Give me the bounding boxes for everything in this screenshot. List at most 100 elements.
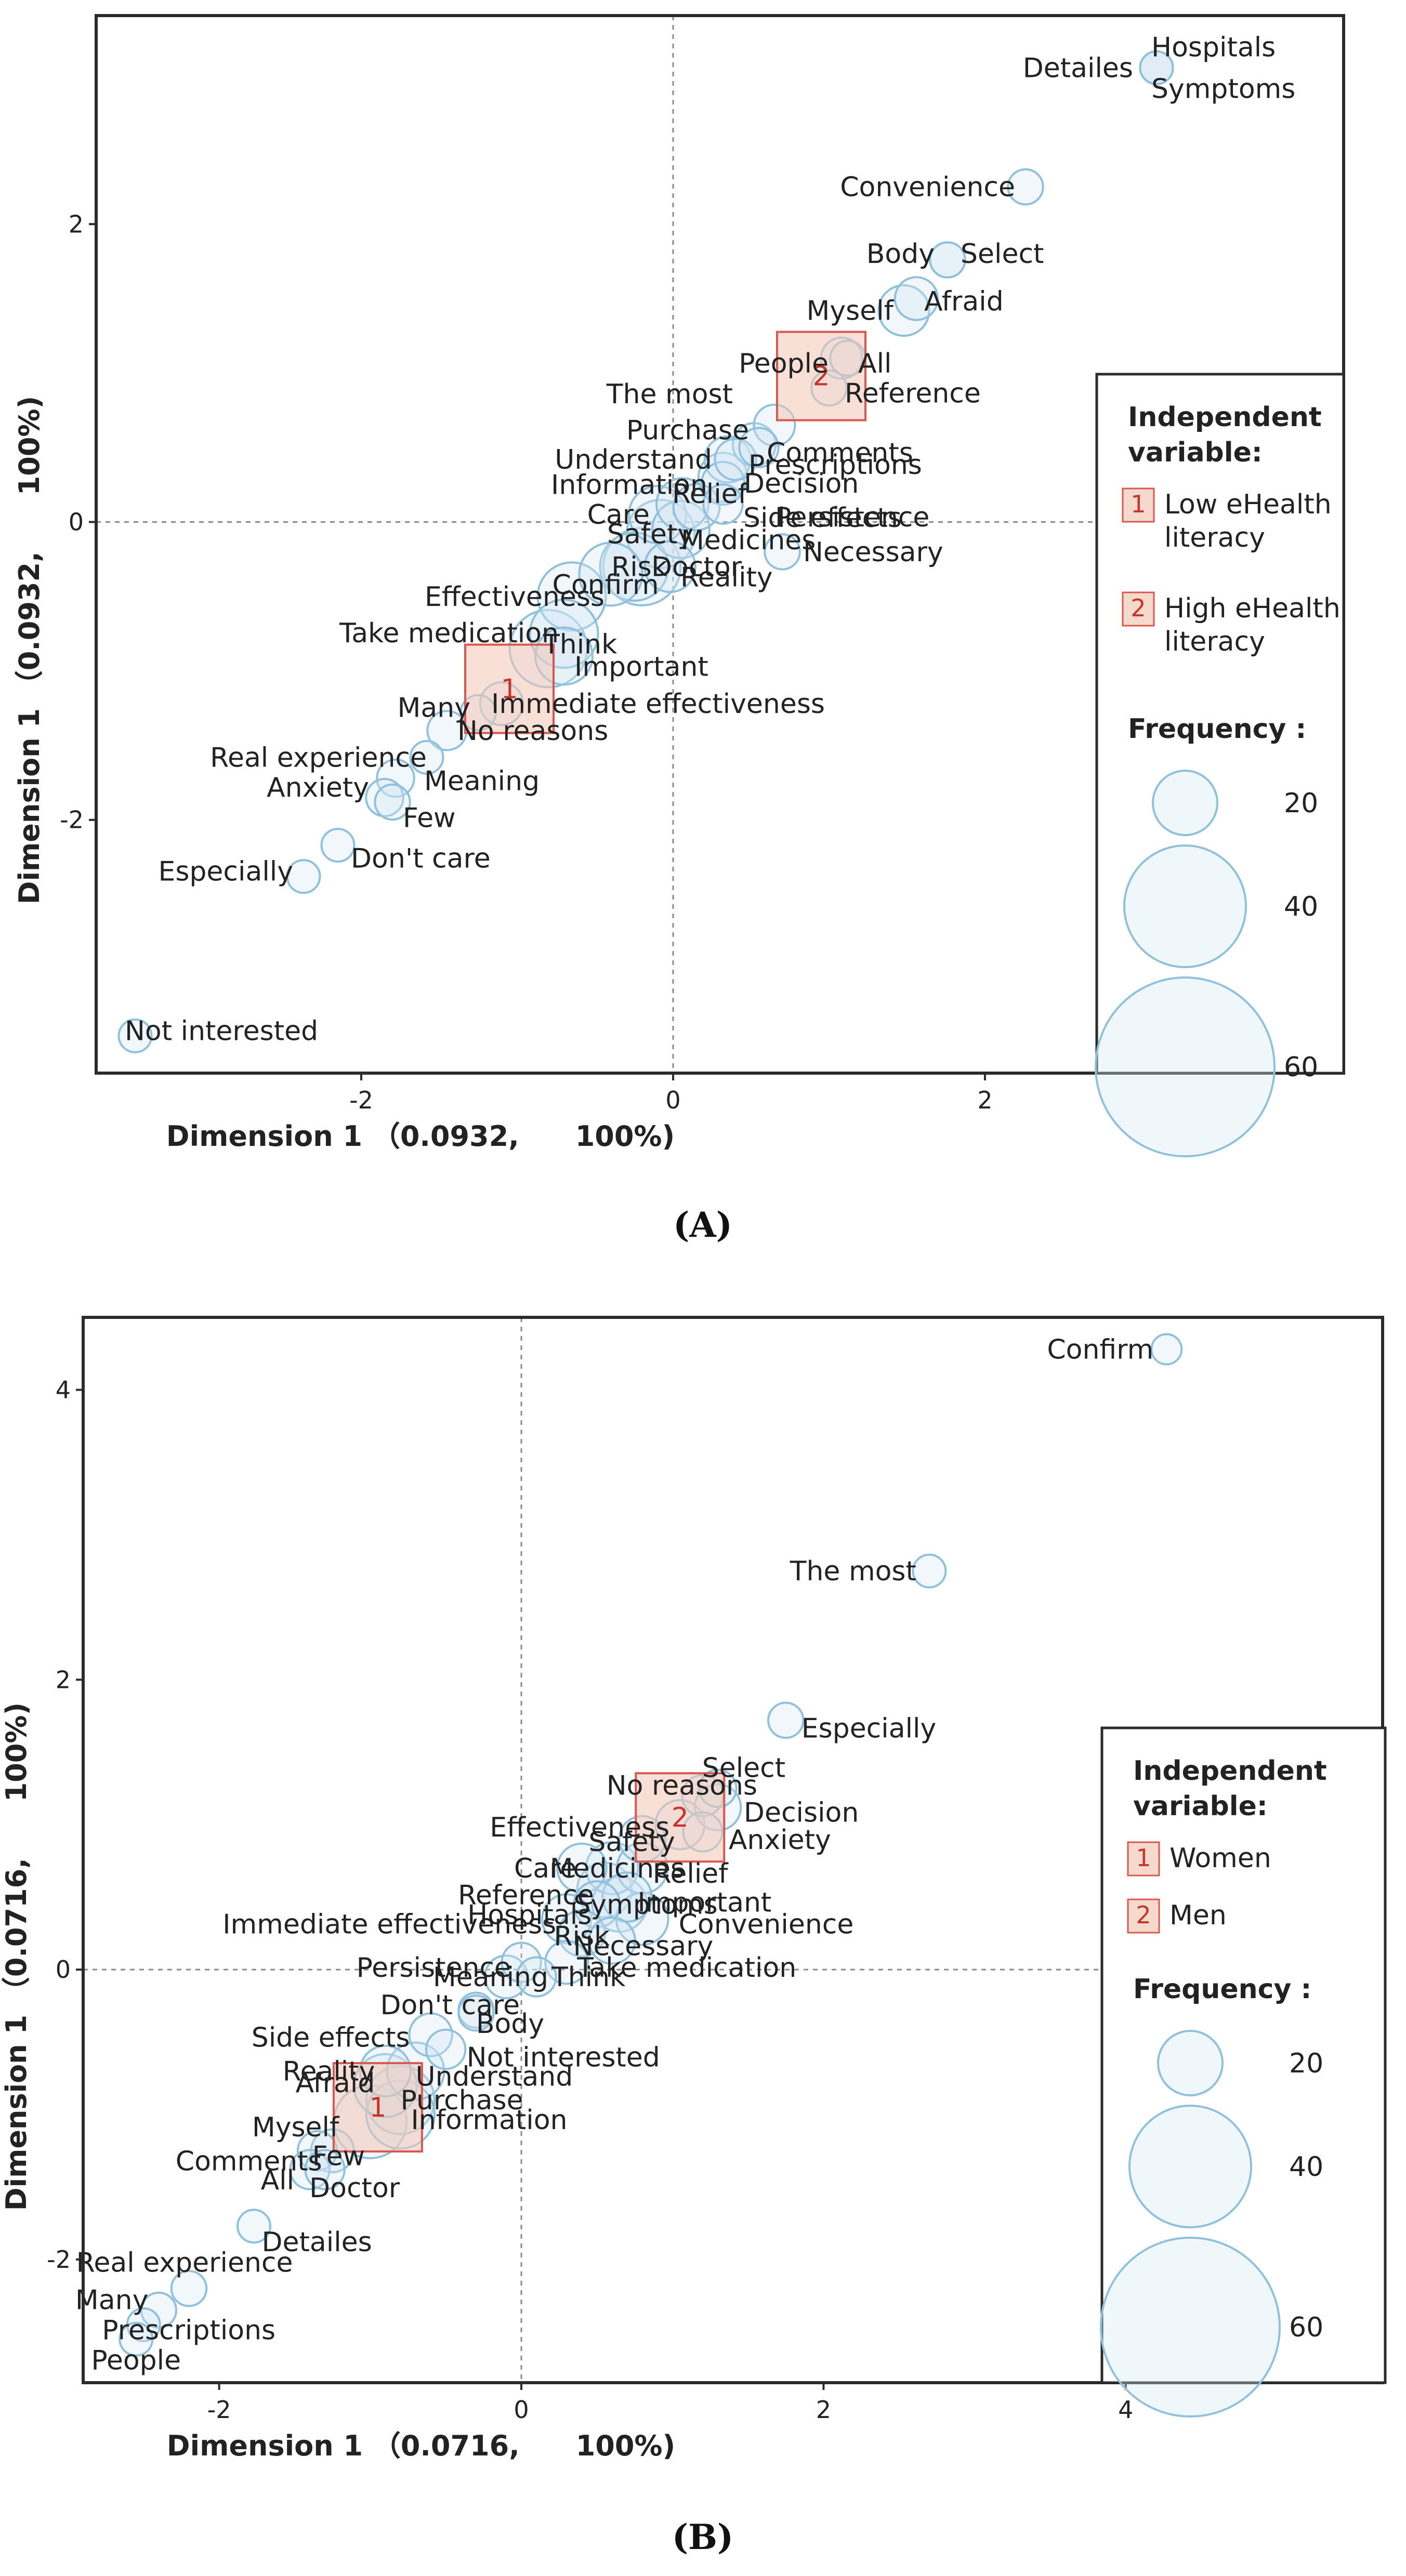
panel-b-x-axis-title: Dimension 1 （0.0716, 100%) <box>167 2429 675 2462</box>
panel-b-y-tick-label: -2 <box>47 2245 71 2274</box>
panel-b-bubble-important <box>601 1871 653 1923</box>
panel-a-x-tick-label: 2 <box>977 1086 992 1114</box>
panel-a-x-tick-label: -2 <box>349 1086 373 1114</box>
panel-a-legend-size-value-20: 20 <box>1284 788 1318 819</box>
panel-b-y-tick-label: 4 <box>56 1376 71 1404</box>
panel-a-bubble-relief <box>655 477 709 532</box>
panel-b-legend-symbol-2 <box>1127 1898 1160 1934</box>
panel-b-label-immediate-effectiveness: Immediate effectiveness <box>222 1909 556 1940</box>
panel-b-legend-frequency-title: Frequency : <box>1133 1974 1311 2005</box>
panel-b-axis-ticks: -2 0 2 4 -2 0 2 4 <box>47 1376 1133 2424</box>
panel-a-y-tick-label: 0 <box>69 508 84 536</box>
panel-b-label-doctor: Doctor <box>309 2173 400 2204</box>
panel-a-label-body: Body <box>866 239 935 270</box>
panel-a-group-marker-2 <box>776 331 866 421</box>
panel-b-label-understand: Understand <box>416 2061 573 2092</box>
panel-b-bubble-detailes <box>236 2209 271 2244</box>
panel-b-label-risk: Risk <box>554 1921 610 1952</box>
panel-a-axis-ticks: -2 0 2 -2 0 2 <box>60 210 993 1114</box>
panel-b-label-meaning: Meaning <box>433 1962 548 1993</box>
panel-b-bubble-side-effects <box>408 2012 453 2057</box>
panel-b-x-tick-label: 4 <box>1118 2396 1133 2424</box>
panel-a-label-important: Important <box>574 651 708 682</box>
panel-b-label-not-interested: Not interested <box>467 2042 660 2073</box>
panel-a-label-many: Many <box>398 692 470 723</box>
panel-a-label-purchase: Purchase <box>626 415 749 446</box>
panel-b-label-information: Information <box>411 2105 567 2136</box>
panel-a-bubble-symptoms <box>1139 50 1174 85</box>
panel-b-label-think: Think <box>551 1962 625 1993</box>
panel-b-group-markers: 12 <box>332 1772 726 2153</box>
panel-b-label-the-most: The most <box>790 1556 916 1587</box>
panel-a-group-marker-label-2: 2 <box>812 361 830 392</box>
panel-a-legend-item-1-line-1: literacy <box>1164 522 1265 553</box>
panel-a-label-few: Few <box>403 802 456 834</box>
panel-a-legend-symbol-2 <box>1122 591 1155 627</box>
panel-b-bubble-confirm <box>1150 1333 1183 1366</box>
panel-b-y-axis-title: Dimension 1 （0.0716, 100%) <box>0 1702 33 2211</box>
panel-a-bubble-comments <box>738 427 780 468</box>
panel-b-label-select: Select <box>702 1752 785 1784</box>
panel-b-legend-size-value-60: 60 <box>1289 2312 1323 2343</box>
panel-a-label-meaning: Meaning <box>424 765 540 797</box>
panel-b-legend-title: Independent variable: <box>1133 1755 1327 1822</box>
panel-a-label-relief: Relief <box>672 479 748 510</box>
panel-a-bubble-real-experience <box>409 739 444 775</box>
panel-a-label-immediate-effectiveness: Immediate effectiveness <box>491 689 825 720</box>
panel-b-label-few: Few <box>312 2141 365 2172</box>
panel-b-legend-symbol-1 <box>1127 1841 1160 1877</box>
panel-b-label-hospitals: Hospitals <box>467 1900 592 1931</box>
panel-b-bubble-real-experience <box>170 2269 208 2307</box>
panel-a-group-markers: 12 <box>464 331 866 734</box>
panel-a-label-effectiveness: Effectiveness <box>425 582 605 613</box>
panel-b-bubble-especially <box>767 1701 805 1739</box>
panel-a-legend-size-value-60: 60 <box>1284 1052 1318 1083</box>
panel-b-bubble-people <box>119 2321 154 2357</box>
panel-b-label-care: Care <box>514 1853 576 1884</box>
panel-a-y-tick-label: 2 <box>69 210 84 238</box>
panel-b-label-persistence: Persistence <box>357 1952 511 1984</box>
panel-b-label-many: Many <box>75 2285 148 2316</box>
panel-a-label-doctor: Doctor <box>651 551 742 583</box>
panel-a-label-select: Select <box>961 239 1044 270</box>
panel-a-bubble-meaning <box>376 758 415 798</box>
panel-b-bubble-the-most <box>912 1553 947 1589</box>
panel-a-label-people: People <box>739 348 829 379</box>
panel-a-legend-item-2-line-0: High eHealth <box>1164 593 1341 624</box>
panel-b-label-anxiety: Anxiety <box>729 1825 831 1856</box>
panel-b-label-side-effects: Side effects <box>252 2023 410 2054</box>
panel-b-group-marker-label-1: 1 <box>369 2092 386 2123</box>
panel-a-label-afraid: Afraid <box>924 286 1004 318</box>
panel-a-legend-symbol-num-1: 1 <box>1131 490 1146 518</box>
panel-a-legend-item-2-line-1: literacy <box>1164 626 1265 657</box>
panel-b-bubble-all <box>289 2149 331 2190</box>
panel-b-label-medicines: Medicines <box>550 1853 685 1884</box>
panel-b-legend-item-2-line-0: Men <box>1170 1900 1227 1931</box>
panel-a-bubble-effectiveness <box>536 561 607 632</box>
panel-a-label-understand: Understand <box>555 444 712 475</box>
panel-a-label-don-t-care: Don't care <box>351 843 491 874</box>
panel-a-label-information: Information <box>551 470 707 501</box>
panel-b-label-body: Body <box>476 2009 544 2040</box>
panel-a-x-axis-title: Dimension 1 （0.0932, 100%) <box>166 1120 675 1153</box>
panel-b-label-symptoms: Symptoms <box>573 1890 717 1921</box>
panel-b-label-purchase: Purchase <box>400 2085 523 2116</box>
panel-a-label-convenience: Convenience <box>840 172 1015 203</box>
panel-b-y-tick-label: 0 <box>56 1956 71 1984</box>
panel-a-label-detailes: Detailes <box>1023 52 1133 84</box>
panel-a-label-think: Think <box>543 629 617 660</box>
panel-b-group-marker-2 <box>635 1772 726 1863</box>
panel-b-legend-frame <box>1100 1726 1387 2384</box>
panel-a-group-marker-1 <box>464 643 555 734</box>
panel-b-label-decision: Decision <box>744 1798 859 1829</box>
panel-b-label-real-experience: Real experience <box>76 2248 293 2279</box>
panel-b-bubble-meaning <box>483 1954 529 2000</box>
panel-a-label-the-most: The most <box>606 379 733 410</box>
panel-a-caption: (A) <box>673 1205 732 1245</box>
panel-b-label-all: All <box>261 2165 294 2196</box>
panel-a-label-especially: Especially <box>158 856 293 888</box>
panel-a-legend-size-value-40: 40 <box>1284 891 1318 922</box>
panel-a-label-confirm: Confirm <box>553 570 659 601</box>
